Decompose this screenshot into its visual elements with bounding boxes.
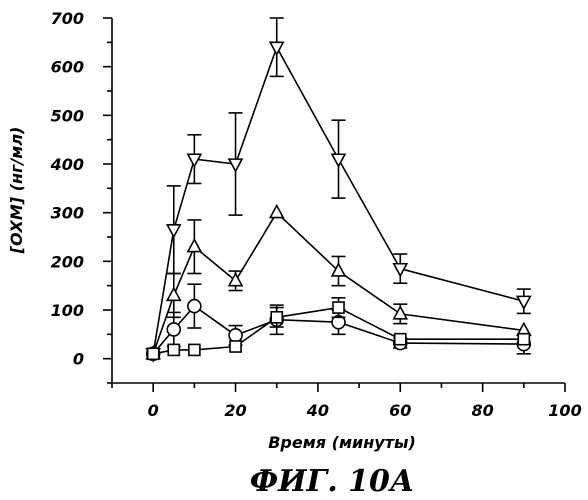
point-triangle-up [394, 307, 407, 319]
figure-caption: ФИГ. 10А [250, 464, 415, 499]
point-triangle-down [332, 154, 345, 166]
y-tick-label: 100 [51, 301, 84, 320]
point-triangle-down [229, 159, 242, 171]
axes: 0 20 40 60 80 100 0 100 200 300 400 500 600 700 [50, 9, 582, 420]
point-circle [167, 323, 180, 336]
x-tick-label: 0 [148, 401, 159, 420]
series-triangle-up [147, 206, 531, 359]
x-tick-label: 80 [472, 401, 494, 420]
y-tick-label: 300 [51, 204, 84, 223]
series-layer [147, 18, 531, 361]
point-square [271, 312, 282, 323]
point-square [395, 334, 406, 345]
point-triangle-up [229, 274, 242, 286]
point-square [333, 302, 344, 313]
point-triangle-down [167, 225, 180, 237]
point-triangle-up [270, 206, 283, 218]
point-square [168, 344, 179, 355]
y-tick-label: 0 [73, 350, 84, 369]
point-square [230, 341, 241, 352]
point-circle [188, 300, 201, 313]
y-tick-label: 400 [50, 155, 84, 174]
x-tick-label: 40 [306, 401, 329, 420]
y-tick-label: 700 [51, 9, 84, 28]
point-triangle-up [167, 288, 180, 300]
point-square [148, 348, 159, 359]
point-square [189, 344, 200, 355]
y-tick-label: 600 [51, 58, 84, 77]
x-tick-label: 20 [224, 401, 246, 420]
y-tick-label: 500 [51, 106, 84, 125]
point-circle [229, 329, 242, 342]
point-triangle-down [270, 42, 283, 54]
x-axis-title: Время (минуты) [268, 433, 416, 452]
point-triangle-up [188, 240, 201, 252]
y-axis-title: [ОХМ] (нг/мл) [7, 127, 26, 255]
x-tick-label: 100 [548, 401, 581, 420]
point-triangle-down [517, 296, 530, 308]
y-tick-label: 200 [51, 252, 84, 271]
x-tick-label: 60 [389, 401, 411, 420]
point-square [518, 334, 529, 345]
